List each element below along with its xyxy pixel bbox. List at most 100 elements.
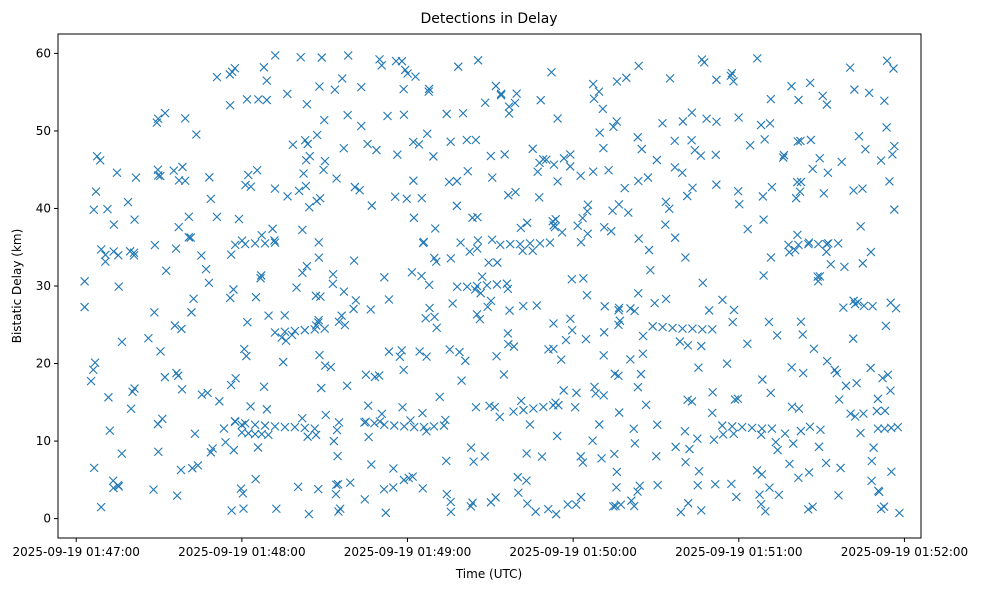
data-point [533,167,543,177]
data-point [658,118,667,128]
data-point [822,356,832,366]
data-point [260,238,270,248]
data-point [614,408,624,417]
data-point [759,215,769,225]
data-point [633,176,643,186]
data-point [278,357,288,367]
data-point [780,429,790,438]
data-point [522,499,532,509]
data-point [150,240,160,250]
data-point [848,334,858,344]
chart-title: Detections in Delay [420,11,557,27]
data-point [652,420,662,430]
data-point [271,504,281,514]
data-point [594,87,604,96]
data-point [792,177,802,187]
data-point [418,408,427,418]
data-point [616,500,626,510]
data-point [399,421,409,431]
data-point [634,61,644,71]
data-point [556,355,566,365]
data-point [819,188,829,198]
data-point [259,62,269,72]
data-point [268,224,277,234]
data-point [422,352,431,361]
data-point [234,214,244,224]
data-point [190,429,200,439]
data-point [583,229,593,239]
data-point [351,295,361,305]
x-tick-label: 2025-09-19 01:49:00 [344,545,471,559]
data-point [638,349,648,359]
data-point [678,117,688,126]
data-point [251,474,261,484]
data-point [757,469,767,479]
data-point [495,412,505,422]
data-point [633,288,643,298]
data-point [460,356,470,366]
data-point [452,201,462,211]
data-point [798,330,808,339]
data-point [313,484,323,494]
data-point [149,307,159,317]
data-point [277,333,287,342]
data-point [191,130,201,139]
data-point [670,233,680,243]
data-point [270,421,280,431]
data-point [457,376,466,386]
data-point [866,363,876,373]
data-point [528,246,538,256]
data-point [803,504,813,514]
data-point [407,267,417,277]
data-point [837,157,847,167]
data-point [500,150,510,159]
data-point [512,89,522,99]
data-point [757,375,767,384]
data-point [491,81,501,91]
data-point [687,108,697,117]
data-point [283,191,292,201]
data-point [486,151,496,161]
data-point [733,186,743,196]
data-point [180,176,190,186]
data-point [683,498,693,508]
data-point [873,424,883,434]
data-point [509,407,518,417]
data-point [787,402,797,412]
data-point [661,294,671,304]
x-tick-label: 2025-09-19 01:50:00 [509,545,636,559]
data-point [472,281,482,291]
x-tick-label: 2025-09-19 01:51:00 [675,545,802,559]
data-point [670,162,680,172]
data-point [637,144,647,154]
data-point [465,247,475,256]
data-point [496,89,506,99]
data-point [718,295,727,305]
data-point [620,183,630,193]
data-point [144,333,153,343]
data-point [326,362,336,372]
data-point [600,301,610,311]
data-point [823,168,833,178]
data-point [240,418,250,428]
data-point [231,373,241,383]
data-point [845,63,855,73]
data-point [787,363,797,372]
data-point [487,235,497,245]
data-point [339,287,349,297]
data-point [379,484,389,494]
data-point [320,156,330,166]
data-point [882,56,892,66]
data-point [677,168,687,178]
data-point [878,373,887,383]
data-point [785,459,794,469]
data-point [804,468,814,477]
data-point [565,150,575,159]
data-point [472,244,482,253]
data-point [492,351,501,361]
data-point [889,64,898,73]
data-point [297,413,307,423]
data-point [846,409,855,419]
data-point [187,307,196,317]
data-point [756,120,766,130]
